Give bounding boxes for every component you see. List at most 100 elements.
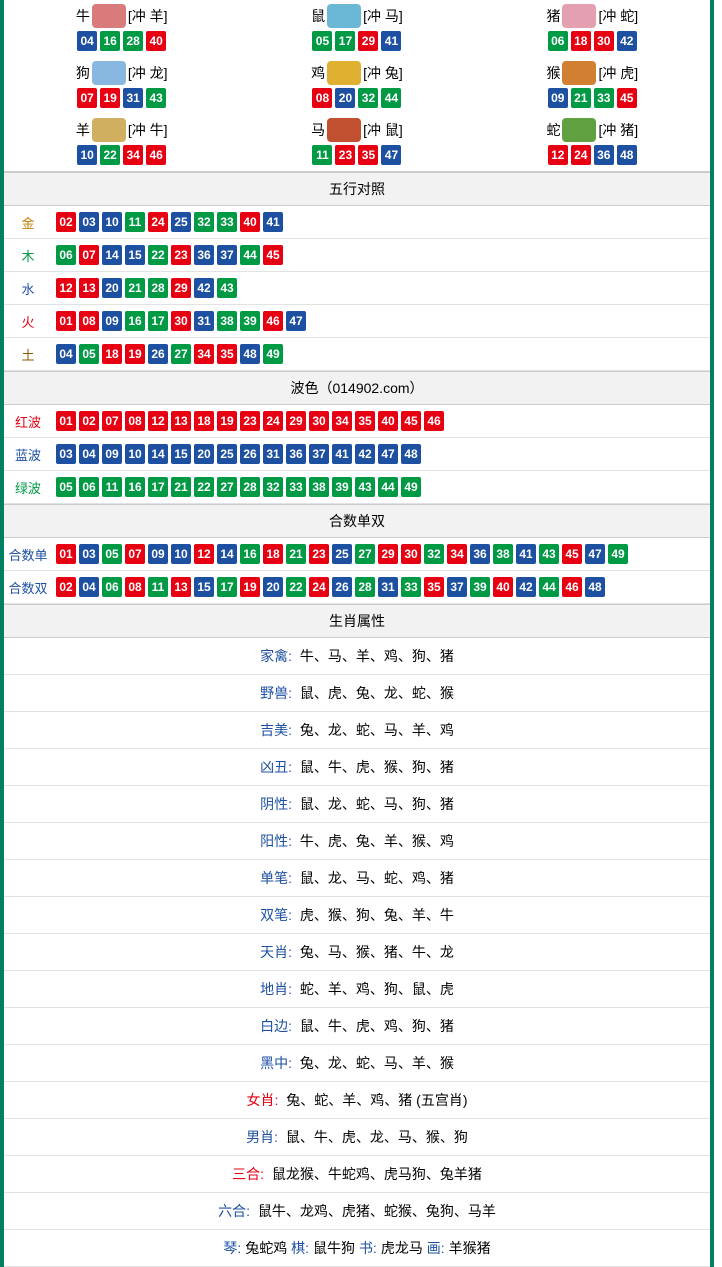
number-ball: 15	[194, 577, 214, 597]
ball-row: 红波 0102070812131819232429303435404546	[4, 405, 710, 438]
attr-text: 蛇、羊、鸡、狗、鼠、虎	[300, 981, 454, 997]
zodiac-title: 马 [冲 鼠]	[239, 118, 474, 142]
number-ball: 34	[194, 344, 214, 364]
number-ball: 24	[263, 411, 283, 431]
zodiac-title: 鸡 [冲 兔]	[239, 61, 474, 85]
number-ball: 28	[123, 31, 143, 51]
ball-row: 合数双 020406081113151719202224262831333537…	[4, 571, 710, 604]
number-ball: 15	[125, 245, 145, 265]
number-ball: 29	[286, 411, 306, 431]
number-ball: 31	[123, 88, 143, 108]
number-ball: 17	[148, 311, 168, 331]
number-ball: 39	[470, 577, 490, 597]
attr-row: 家禽: 牛、马、羊、鸡、狗、猪	[4, 638, 710, 675]
number-ball: 36	[286, 444, 306, 464]
attr-text: 鼠牛、龙鸡、虎猪、蛇猴、兔狗、马羊	[258, 1203, 496, 1219]
zodiac-conflict: [冲 龙]	[128, 63, 168, 83]
attr-text: 牛、马、羊、鸡、狗、猪	[300, 648, 454, 664]
ball-row: 绿波 05061116172122272832333839434449	[4, 471, 710, 504]
row-balls: 1213202128294243	[52, 278, 237, 298]
row-balls: 0102070812131819232429303435404546	[52, 411, 444, 431]
attr-row: 吉美: 兔、龙、蛇、马、羊、鸡	[4, 712, 710, 749]
zodiac-conflict: [冲 虎]	[598, 63, 638, 83]
zodiac-name: 蛇	[546, 120, 560, 140]
number-ball: 34	[332, 411, 352, 431]
zodiac-name: 鸡	[311, 63, 325, 83]
number-ball: 21	[571, 88, 591, 108]
number-ball: 05	[312, 31, 332, 51]
number-ball: 09	[102, 444, 122, 464]
number-ball: 45	[401, 411, 421, 431]
attr-text: 兔、龙、蛇、马、羊、猴	[300, 1055, 454, 1071]
number-ball: 30	[171, 311, 191, 331]
number-ball: 06	[102, 577, 122, 597]
number-ball: 10	[77, 145, 97, 165]
attr-row: 天肖: 兔、马、猴、猪、牛、龙	[4, 934, 710, 971]
number-ball: 07	[102, 411, 122, 431]
number-ball: 27	[355, 544, 375, 564]
number-ball: 25	[171, 212, 191, 232]
row-balls: 04051819262734354849	[52, 344, 283, 364]
number-ball: 46	[146, 145, 166, 165]
number-ball: 12	[548, 145, 568, 165]
number-ball: 22	[148, 245, 168, 265]
number-ball: 22	[194, 477, 214, 497]
number-ball: 46	[562, 577, 582, 597]
zodiac-balls: 08203244	[239, 88, 474, 108]
zodiac-balls: 11233547	[239, 145, 474, 165]
zodiac-title: 鼠 [冲 马]	[239, 4, 474, 28]
zodiac-title: 羊 [冲 牛]	[4, 118, 239, 142]
number-ball: 30	[401, 544, 421, 564]
number-ball: 13	[171, 577, 191, 597]
number-ball: 36	[470, 544, 490, 564]
number-ball: 16	[125, 311, 145, 331]
zodiac-conflict: [冲 兔]	[363, 63, 403, 83]
zodiac-title: 猴 [冲 虎]	[475, 61, 710, 85]
attr-text: 虎、猴、狗、兔、羊、牛	[300, 907, 454, 923]
number-ball: 39	[332, 477, 352, 497]
attr-text: 鼠、牛、虎、猴、狗、猪	[300, 759, 454, 775]
attr-row: 野兽: 鼠、虎、兔、龙、蛇、猴	[4, 675, 710, 712]
attr-label: 单笔:	[260, 870, 292, 886]
attr-row: 单笔: 鼠、龙、马、蛇、鸡、猪	[4, 860, 710, 897]
zodiac-icon	[327, 61, 361, 85]
attr-text: 鼠龙猴、牛蛇鸡、虎马狗、兔羊猪	[272, 1166, 482, 1182]
number-ball: 33	[594, 88, 614, 108]
number-ball: 21	[125, 278, 145, 298]
zodiac-name: 羊	[76, 120, 90, 140]
zodiac-title: 猪 [冲 蛇]	[475, 4, 710, 28]
number-ball: 13	[79, 278, 99, 298]
number-ball: 46	[263, 311, 283, 331]
zodiac-cell: 鸡 [冲 兔] 08203244	[239, 57, 474, 114]
number-ball: 34	[123, 145, 143, 165]
row-label: 蓝波	[4, 445, 52, 464]
number-ball: 19	[240, 577, 260, 597]
number-ball: 23	[309, 544, 329, 564]
number-ball: 44	[240, 245, 260, 265]
zodiac-balls: 10223446	[4, 145, 239, 165]
number-ball: 04	[79, 444, 99, 464]
number-ball: 18	[263, 544, 283, 564]
row-label: 金	[4, 213, 52, 232]
number-ball: 03	[79, 544, 99, 564]
attr-label: 家禽:	[260, 648, 292, 664]
zodiac-name: 狗	[76, 63, 90, 83]
attr-label: 黑中:	[260, 1055, 292, 1071]
number-ball: 32	[358, 88, 378, 108]
row-label: 合数单	[4, 545, 52, 564]
page-container: 牛 [冲 羊] 04162840 鼠 [冲 马] 05172941 猪 [冲 蛇…	[0, 0, 714, 1267]
number-ball: 11	[125, 212, 145, 232]
number-ball: 47	[381, 145, 401, 165]
attr-label: 地肖:	[260, 981, 292, 997]
number-ball: 30	[594, 31, 614, 51]
attr-row: 三合: 鼠龙猴、牛蛇鸡、虎马狗、兔羊猪	[4, 1156, 710, 1193]
attr-label: 男肖:	[246, 1129, 278, 1145]
number-ball: 02	[79, 411, 99, 431]
number-ball: 21	[286, 544, 306, 564]
attr-row: 阳性: 牛、虎、兔、羊、猴、鸡	[4, 823, 710, 860]
attr-text: 牛、虎、兔、羊、猴、鸡	[300, 833, 454, 849]
row-label: 水	[4, 279, 52, 298]
zodiac-cell: 狗 [冲 龙] 07193143	[4, 57, 239, 114]
row-label: 火	[4, 312, 52, 331]
number-ball: 16	[240, 544, 260, 564]
